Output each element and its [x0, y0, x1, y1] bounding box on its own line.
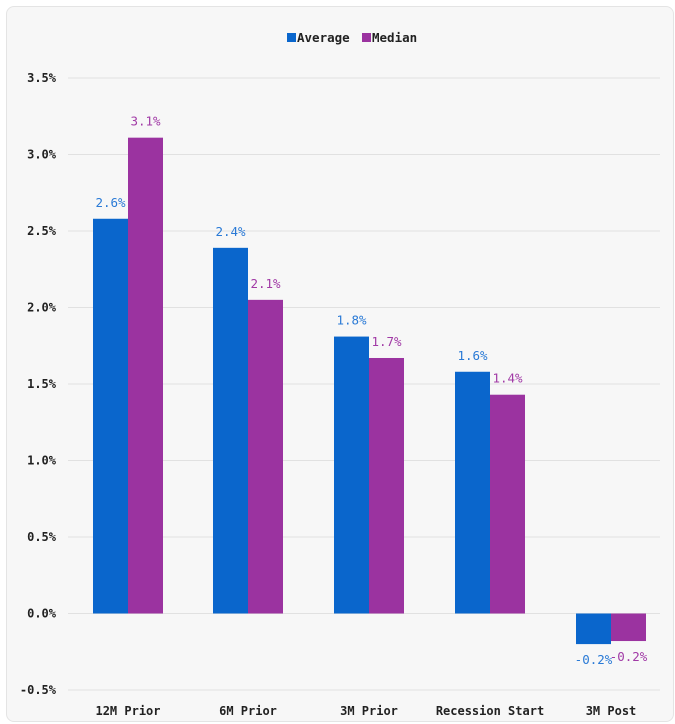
- y-tick-label: 1.5%: [27, 377, 57, 391]
- legend-item-average[interactable]: Average: [287, 30, 350, 45]
- y-tick-label: 0.0%: [27, 607, 57, 621]
- y-axis: 3.5% 3.0% 2.5% 2.0% 1.5% 1.0% 0.5% 0.0% -0.5%: [20, 71, 57, 697]
- legend-label: Average: [297, 30, 350, 45]
- x-axis: 12M Prior 6M Prior 3M Prior Recession Start…: [95, 704, 636, 718]
- legend-swatch: [287, 33, 296, 42]
- y-tick-label: 2.5%: [27, 224, 57, 238]
- bar-median: [490, 394, 525, 614]
- data-label-median: -0.2%: [610, 649, 648, 664]
- bar-average: [576, 613, 611, 645]
- x-tick-label: Recession Start: [436, 704, 544, 718]
- data-label-median: 1.7%: [371, 334, 402, 349]
- legend-item-median[interactable]: Median: [362, 30, 417, 45]
- data-label-average: -0.2%: [575, 652, 613, 667]
- data-label-average: 1.6%: [457, 348, 488, 363]
- legend-swatch: [362, 33, 371, 42]
- legend-label: Median: [372, 30, 417, 45]
- bar-median: [248, 299, 283, 614]
- bar-median: [369, 357, 404, 614]
- bar-average: [93, 218, 128, 614]
- bars: [93, 137, 646, 645]
- x-tick-label: 12M Prior: [95, 704, 160, 718]
- data-label-median: 1.4%: [492, 371, 523, 386]
- y-tick-label: -0.5%: [20, 683, 57, 697]
- x-tick-label: 3M Post: [586, 704, 637, 718]
- bar-average: [334, 336, 369, 614]
- data-label-average: 1.8%: [336, 313, 367, 328]
- y-tick-label: 1.0%: [27, 454, 57, 468]
- y-tick-label: 2.0%: [27, 301, 57, 315]
- x-tick-label: 6M Prior: [219, 704, 277, 718]
- y-tick-label: 0.5%: [27, 530, 57, 544]
- x-tick-label: 3M Prior: [340, 704, 398, 718]
- data-label-median: 2.1%: [250, 276, 281, 291]
- legend: Average Median: [287, 30, 417, 45]
- data-label-average: 2.6%: [95, 195, 126, 210]
- bar-median: [128, 137, 163, 614]
- bar-average: [455, 371, 490, 614]
- data-label-median: 3.1%: [130, 114, 161, 129]
- data-label-average: 2.4%: [215, 224, 246, 239]
- y-tick-label: 3.5%: [27, 71, 57, 85]
- bar-average: [213, 247, 248, 614]
- bar-median: [611, 613, 646, 642]
- data-labels: 2.6% 2.4% 1.8% 1.6% -0.2% 3.1% 2.1% 1.7% 1.4% -0.…: [95, 114, 647, 667]
- y-tick-label: 3.0%: [27, 148, 57, 162]
